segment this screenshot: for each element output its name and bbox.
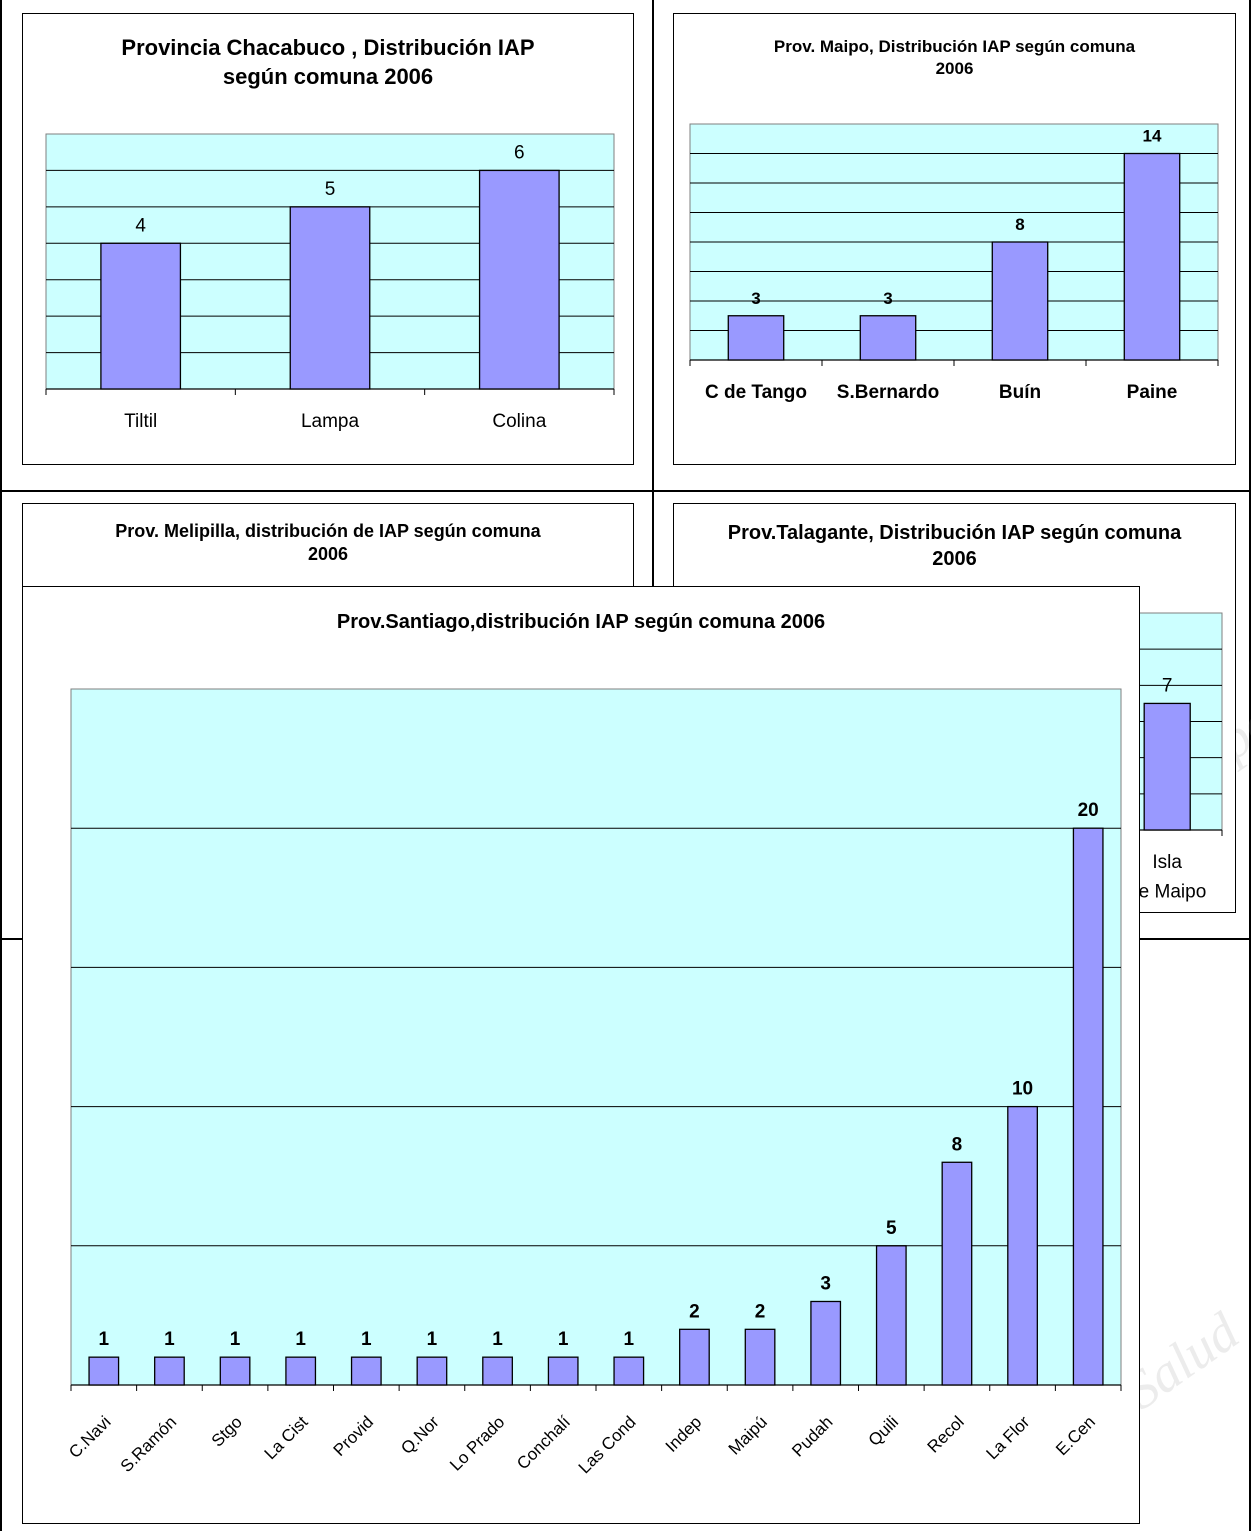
- x-tick-label: Quili: [865, 1412, 902, 1449]
- data-label: 7: [1162, 675, 1173, 696]
- data-label: 6: [514, 142, 525, 163]
- bar: [859, 315, 917, 361]
- x-tick-label: E.Cen: [1052, 1412, 1099, 1459]
- data-label: 3: [820, 1273, 831, 1294]
- data-label: 20: [1078, 800, 1099, 821]
- x-tick-label: Las Cond: [575, 1412, 640, 1477]
- chart-svg: 4 Tiltil 5 Lampa 6 Colina: [45, 133, 615, 432]
- data-label: 3: [751, 289, 760, 308]
- x-tick-label: La Flor: [983, 1412, 1034, 1463]
- data-label: 1: [99, 1329, 110, 1350]
- data-label: 8: [952, 1134, 963, 1155]
- chart-title: Prov. Maipo, Distribución IAP según comu…: [773, 37, 1136, 79]
- x-tick-label: S.Ramón: [117, 1412, 181, 1476]
- bar: [100, 242, 182, 390]
- table-divider-vertical: [652, 0, 654, 940]
- table-border-left: [0, 0, 2, 1531]
- data-label: 1: [361, 1329, 372, 1350]
- x-tick-label: C de Tango: [705, 382, 807, 403]
- x-tick-label: Lo Prado: [446, 1412, 508, 1474]
- bar: [289, 206, 371, 390]
- data-label: 10: [1012, 1079, 1033, 1100]
- bar: [478, 169, 560, 390]
- chart-title: Prov.Santiago,distribución IAP según com…: [336, 611, 826, 633]
- bar: [88, 1356, 120, 1386]
- x-tick-label: Indep: [662, 1412, 706, 1456]
- chart-chacabuco: Provincia Chacabuco , Distribución IAP s…: [22, 13, 634, 465]
- bar: [285, 1356, 317, 1386]
- chart-maipo: Prov. Maipo, Distribución IAP según comu…: [673, 13, 1236, 465]
- x-tick-label: Paine: [1127, 382, 1178, 403]
- x-tick-label: Buín: [999, 382, 1041, 403]
- x-tick-label: Isla de Maipo: [1128, 852, 1206, 902]
- x-tick-label: La Cist: [261, 1412, 312, 1463]
- bar: [1072, 827, 1104, 1386]
- x-tick-label: Maipú: [725, 1412, 771, 1458]
- chart-title: Prov. Melipilla, distribución de IAP seg…: [115, 521, 541, 565]
- bar: [154, 1356, 185, 1386]
- data-label: 5: [886, 1218, 897, 1239]
- bar: [744, 1328, 776, 1386]
- data-label: 2: [689, 1301, 700, 1322]
- bar: [547, 1356, 579, 1386]
- chart-svg: 3 C de Tango 3 S.Bernardo 8 Buín 14 Paine: [689, 123, 1219, 403]
- chart-title: Provincia Chacabuco , Distribución IAP s…: [121, 35, 535, 89]
- x-tick-label: Pudah: [788, 1412, 836, 1460]
- bar: [679, 1328, 710, 1386]
- x-tick-label: Recol: [924, 1412, 968, 1456]
- x-tick-label: Colina: [492, 411, 546, 432]
- bar: [350, 1356, 382, 1386]
- data-label: 1: [492, 1329, 503, 1350]
- bar: [941, 1161, 973, 1386]
- x-tick-label: Lampa: [301, 411, 360, 432]
- bar: [727, 315, 785, 361]
- bar: [1143, 702, 1191, 831]
- table-border-right: [1249, 0, 1251, 1531]
- x-tick-label: Conchalí: [513, 1412, 574, 1473]
- x-tick-label: Tiltil: [124, 411, 157, 432]
- bar: [219, 1356, 251, 1386]
- bar: [810, 1300, 842, 1386]
- x-tick-label: Q.Nor: [397, 1412, 443, 1458]
- bar: [613, 1356, 645, 1386]
- data-label: 1: [230, 1329, 241, 1350]
- data-label: 2: [755, 1301, 766, 1322]
- data-label: 5: [325, 179, 336, 200]
- bar: [875, 1245, 907, 1386]
- bar: [1123, 152, 1181, 361]
- data-label: 14: [1143, 127, 1162, 146]
- x-tick-label: Stgo: [208, 1412, 246, 1450]
- data-label: 1: [427, 1329, 438, 1350]
- data-label: 8: [1015, 215, 1024, 234]
- table-divider-row1: [0, 490, 1251, 492]
- data-label: 1: [295, 1329, 306, 1350]
- x-tick-label: S.Bernardo: [837, 382, 939, 403]
- bar: [416, 1356, 448, 1386]
- data-label: 1: [164, 1329, 175, 1350]
- data-label: 3: [883, 289, 892, 308]
- data-label: 4: [135, 215, 146, 236]
- data-label: 1: [558, 1329, 569, 1350]
- data-label: 1: [624, 1329, 635, 1350]
- bar: [991, 241, 1049, 361]
- bar: [1007, 1105, 1038, 1386]
- chart-svg: 1 C.Navi 1 S.Ramón 1 Stgo 1 La Cist 1 Provid 1 Q.No…: [65, 688, 1122, 1477]
- bar: [482, 1356, 513, 1386]
- chart-title: Prov.Talagante, Distribución IAP según c…: [727, 522, 1182, 570]
- x-tick-label: C.Navi: [65, 1412, 115, 1462]
- x-tick-label: Provid: [330, 1412, 378, 1460]
- chart-santiago: Prov.Santiago,distribución IAP según com…: [22, 586, 1140, 1524]
